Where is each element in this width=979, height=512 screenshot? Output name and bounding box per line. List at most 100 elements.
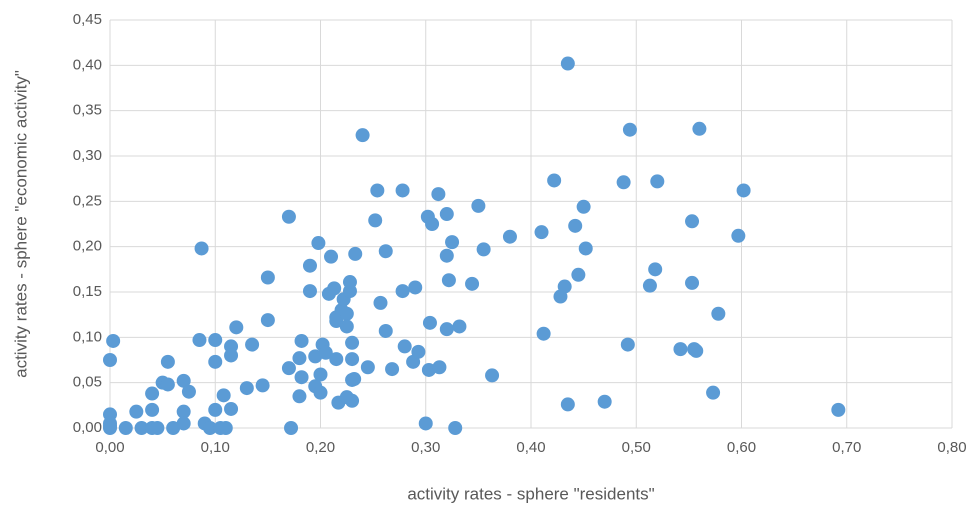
point — [355, 128, 370, 143]
point — [194, 241, 209, 256]
point — [378, 244, 393, 259]
point — [620, 337, 635, 352]
point — [347, 372, 362, 387]
point — [345, 352, 360, 367]
point — [308, 349, 323, 364]
point — [160, 354, 175, 369]
point — [339, 319, 354, 334]
point — [218, 421, 233, 435]
point — [311, 236, 326, 251]
x-tick-label: 0,20 — [306, 439, 335, 456]
point — [302, 284, 317, 299]
point — [711, 306, 726, 321]
point — [616, 175, 631, 190]
y-tick-label: 0,25 — [73, 192, 102, 209]
point — [650, 174, 665, 189]
point — [106, 333, 121, 348]
point — [731, 228, 746, 243]
point — [342, 275, 357, 290]
point — [245, 337, 260, 352]
point — [408, 280, 423, 295]
x-tick-label: 0,70 — [832, 439, 861, 456]
point — [294, 370, 309, 385]
x-tick-label: 0,60 — [727, 439, 756, 456]
point — [313, 367, 328, 382]
point — [685, 275, 700, 290]
point — [166, 421, 181, 435]
x-tick-label: 0,80 — [937, 439, 966, 456]
point — [294, 333, 309, 348]
point — [736, 183, 751, 198]
point — [557, 279, 572, 294]
point — [324, 249, 339, 264]
point — [385, 362, 400, 377]
point — [281, 209, 296, 224]
point — [339, 306, 354, 321]
point — [345, 393, 360, 408]
point — [260, 270, 275, 285]
point — [208, 402, 223, 417]
point — [129, 404, 144, 419]
point — [597, 394, 612, 409]
point — [370, 183, 385, 198]
y-tick-label: 0,20 — [73, 238, 102, 255]
x-tick-label: 0,30 — [411, 439, 440, 456]
point — [329, 352, 344, 367]
y-tick-label: 0,45 — [73, 11, 102, 28]
point — [395, 284, 410, 299]
point — [568, 218, 583, 233]
point — [422, 315, 437, 330]
point — [439, 207, 454, 222]
point — [208, 354, 223, 369]
point — [260, 313, 275, 328]
x-tick-label: 0,00 — [95, 439, 124, 456]
point — [439, 248, 454, 263]
point — [534, 225, 549, 240]
point — [224, 348, 239, 363]
point — [284, 421, 299, 435]
x-tick-label: 0,50 — [622, 439, 651, 456]
point — [439, 322, 454, 337]
point — [292, 351, 307, 366]
point — [176, 373, 191, 388]
point — [160, 377, 175, 392]
point — [648, 262, 663, 277]
point — [202, 421, 217, 435]
point — [536, 326, 551, 341]
point — [368, 213, 383, 228]
point — [318, 345, 333, 360]
point — [145, 386, 160, 401]
point — [103, 353, 117, 367]
point — [134, 421, 149, 435]
point — [689, 343, 704, 358]
point — [216, 388, 231, 403]
point — [395, 183, 410, 198]
point — [150, 421, 165, 435]
point — [571, 267, 586, 282]
point — [192, 333, 207, 348]
point — [425, 217, 440, 231]
point — [411, 344, 426, 359]
point — [103, 419, 117, 434]
point — [485, 368, 500, 383]
point — [441, 273, 456, 288]
point — [373, 295, 388, 310]
point — [397, 339, 412, 354]
point — [452, 319, 467, 334]
point — [145, 402, 160, 417]
point — [622, 122, 637, 137]
point — [255, 378, 270, 393]
point — [685, 214, 700, 229]
point — [348, 246, 363, 261]
point — [465, 276, 480, 291]
point — [118, 421, 133, 435]
point — [448, 421, 463, 435]
point — [547, 173, 562, 188]
point — [431, 187, 446, 202]
point — [418, 416, 433, 431]
y-tick-label: 0,30 — [73, 147, 102, 164]
y-tick-label: 0,35 — [73, 102, 102, 119]
y-tick-label: 0,10 — [73, 328, 102, 345]
point — [281, 361, 296, 376]
